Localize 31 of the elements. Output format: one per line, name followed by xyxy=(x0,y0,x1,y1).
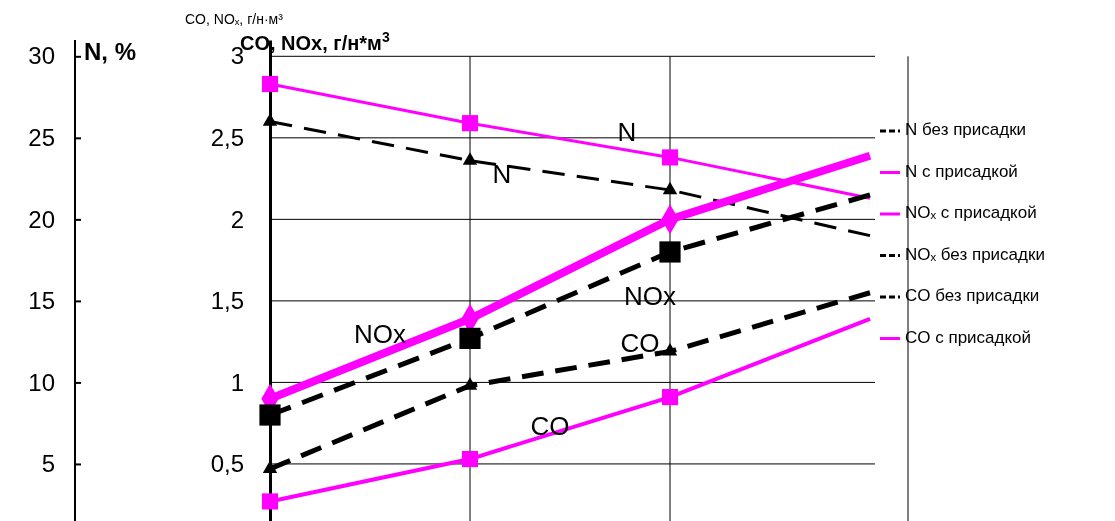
y2-tick-label: 15 xyxy=(28,287,55,315)
point xyxy=(262,460,278,473)
point xyxy=(662,343,678,356)
point xyxy=(459,327,481,349)
y-tick-label: 1 xyxy=(230,368,244,396)
legend-label: NOₓ с присадкой xyxy=(905,203,1037,223)
legend-label: N без присадки xyxy=(905,120,1027,140)
y2-tick-label: 30 xyxy=(28,42,55,70)
point xyxy=(261,493,279,510)
y-tick-label: 2,5 xyxy=(210,124,244,152)
point xyxy=(661,389,679,406)
point xyxy=(461,450,479,468)
legend-label: NOₓ без присадки xyxy=(905,244,1045,264)
y2-axis-title: N, % xyxy=(84,38,137,65)
y2-tick-label: 25 xyxy=(28,124,55,152)
y-tick-label: 2 xyxy=(230,205,244,233)
legend-label: CO без присадки xyxy=(905,286,1040,306)
point xyxy=(659,241,681,263)
annotation: CO xyxy=(530,410,570,441)
y-tick-label: 1,5 xyxy=(210,287,244,315)
point xyxy=(259,404,281,426)
annotation: N xyxy=(492,158,512,189)
annotation: NOx xyxy=(354,318,406,349)
annotation: CO xyxy=(620,327,660,358)
y-tick-label: 0,5 xyxy=(210,450,244,478)
legend-label: CO с присадкой xyxy=(905,327,1032,347)
chart-title: CO, NOₓ, г/н·м³ xyxy=(185,11,284,27)
y2-tick-label: 5 xyxy=(41,450,55,478)
legend-label: N с присадкой xyxy=(905,161,1018,181)
y2-tick-label: 20 xyxy=(28,205,55,233)
y2-tick-label: 10 xyxy=(28,368,55,396)
